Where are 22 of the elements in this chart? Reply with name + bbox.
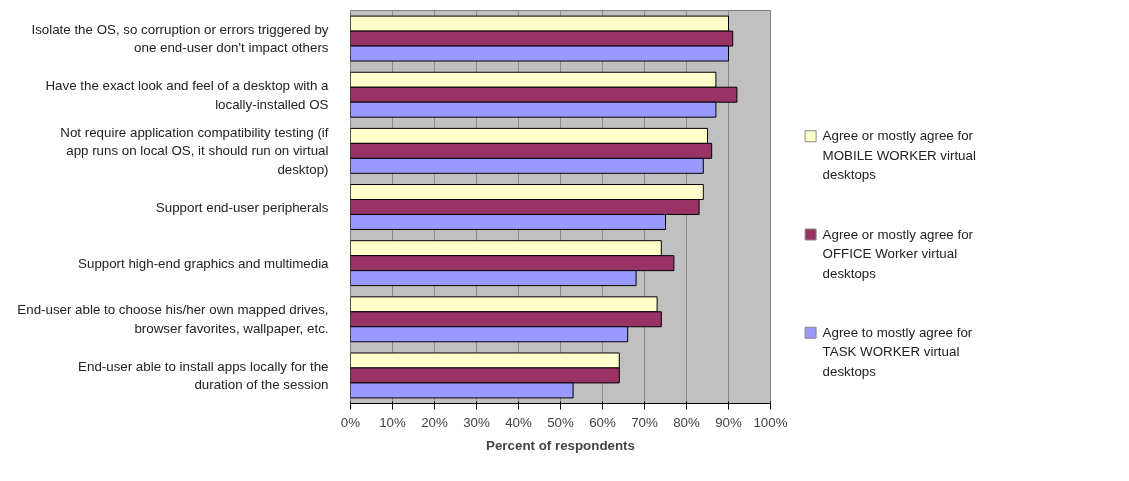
x-tick-label: 30% xyxy=(463,414,490,430)
y-tick-label: Isolate the OS, so corruption or errors triggered by one end-user don't impact others xyxy=(31,21,329,56)
legend-label: Agree or mostly agree for MOBILE WORKER virtual desktops xyxy=(822,128,976,183)
y-tick-label: End-user able to choose his/her own mapped drives, browser favorites, wallpaper, etc. xyxy=(17,302,329,337)
legend-label: Agree or mostly agree for OFFICE Worker virtual desktops xyxy=(822,226,974,281)
x-tick-label: 50% xyxy=(547,414,574,430)
legend-label: Agree to mostly agree for TASK WORKER virtual desktops xyxy=(822,324,973,379)
y-tick-label: Not require application compatibility testing (if app runs on local OS, it should run on virtual desktop) xyxy=(60,124,329,178)
x-tick-label: 40% xyxy=(505,414,532,430)
x-tick-label: 80% xyxy=(673,414,700,430)
y-tick-label: End-user able to install apps locally for the duration of the session xyxy=(78,358,329,393)
x-tick-label: 20% xyxy=(421,414,448,430)
x-tick-label: 100% xyxy=(753,414,788,430)
x-tick-label: 90% xyxy=(715,414,742,430)
x-tick-label: 60% xyxy=(589,414,616,430)
x-tick-label: 10% xyxy=(379,414,406,430)
y-tick-label: Have the exact look and feel of a desktop with a locally-installed OS xyxy=(45,77,330,112)
x-tick-label: 0% xyxy=(340,414,361,430)
x-tick-label: 70% xyxy=(631,414,658,430)
y-tick-label: Support end-user peripherals xyxy=(155,199,329,215)
x-axis-title: Percent of respondents xyxy=(486,437,635,453)
y-tick-label: Support high-end graphics and multimedia xyxy=(78,255,330,271)
